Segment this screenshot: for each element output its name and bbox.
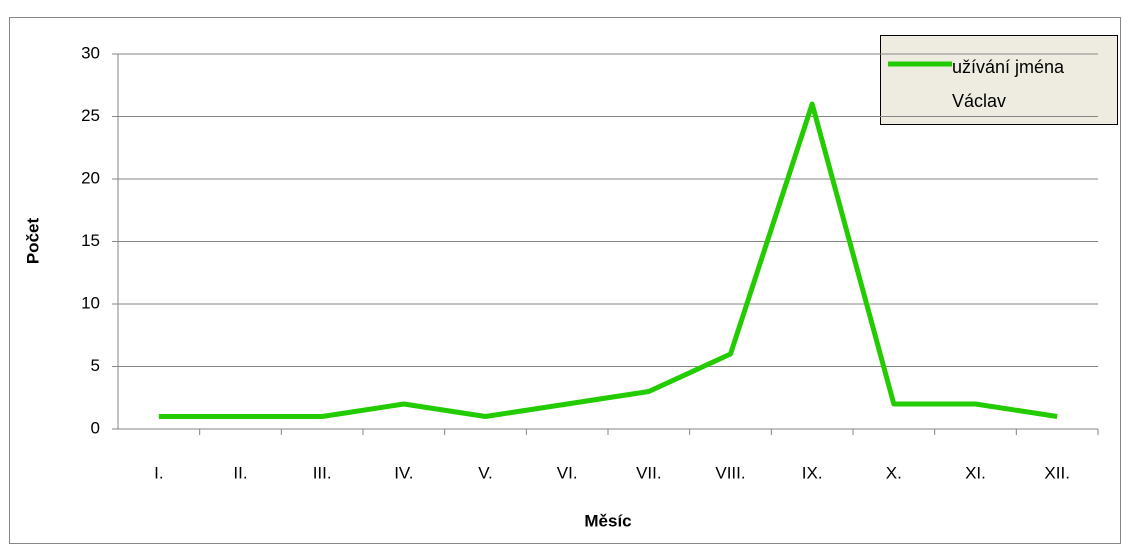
x-tick-label: V. <box>478 463 493 482</box>
x-tick-label: I. <box>154 463 163 482</box>
y-tick-label: 20 <box>81 168 100 187</box>
legend-label: užívání jména Václav <box>952 57 1065 111</box>
legend-box <box>880 35 1118 125</box>
x-tick-label: XI. <box>965 463 986 482</box>
x-tick-label: VIII. <box>715 463 745 482</box>
y-tick-label: 15 <box>81 231 100 250</box>
x-tick-label: VII. <box>636 463 662 482</box>
x-tick-label: III. <box>313 463 332 482</box>
y-tick-label: 0 <box>91 418 100 437</box>
y-tick-label: 10 <box>81 293 100 312</box>
y-axis-title: Počet <box>23 218 42 265</box>
data-line <box>158 101 1058 419</box>
y-tick-label: 30 <box>81 43 100 62</box>
x-tick-label: XII. <box>1044 463 1070 482</box>
x-tick-label: IV. <box>394 463 413 482</box>
x-tick-label: IX. <box>802 463 823 482</box>
x-tick-label: VI. <box>557 463 578 482</box>
x-tick-label: II. <box>233 463 247 482</box>
y-tick-label: 5 <box>91 356 100 375</box>
x-axis-title: Měsíc <box>584 511 631 530</box>
y-tick-label: 25 <box>81 106 100 125</box>
x-tick-label: X. <box>886 463 902 482</box>
